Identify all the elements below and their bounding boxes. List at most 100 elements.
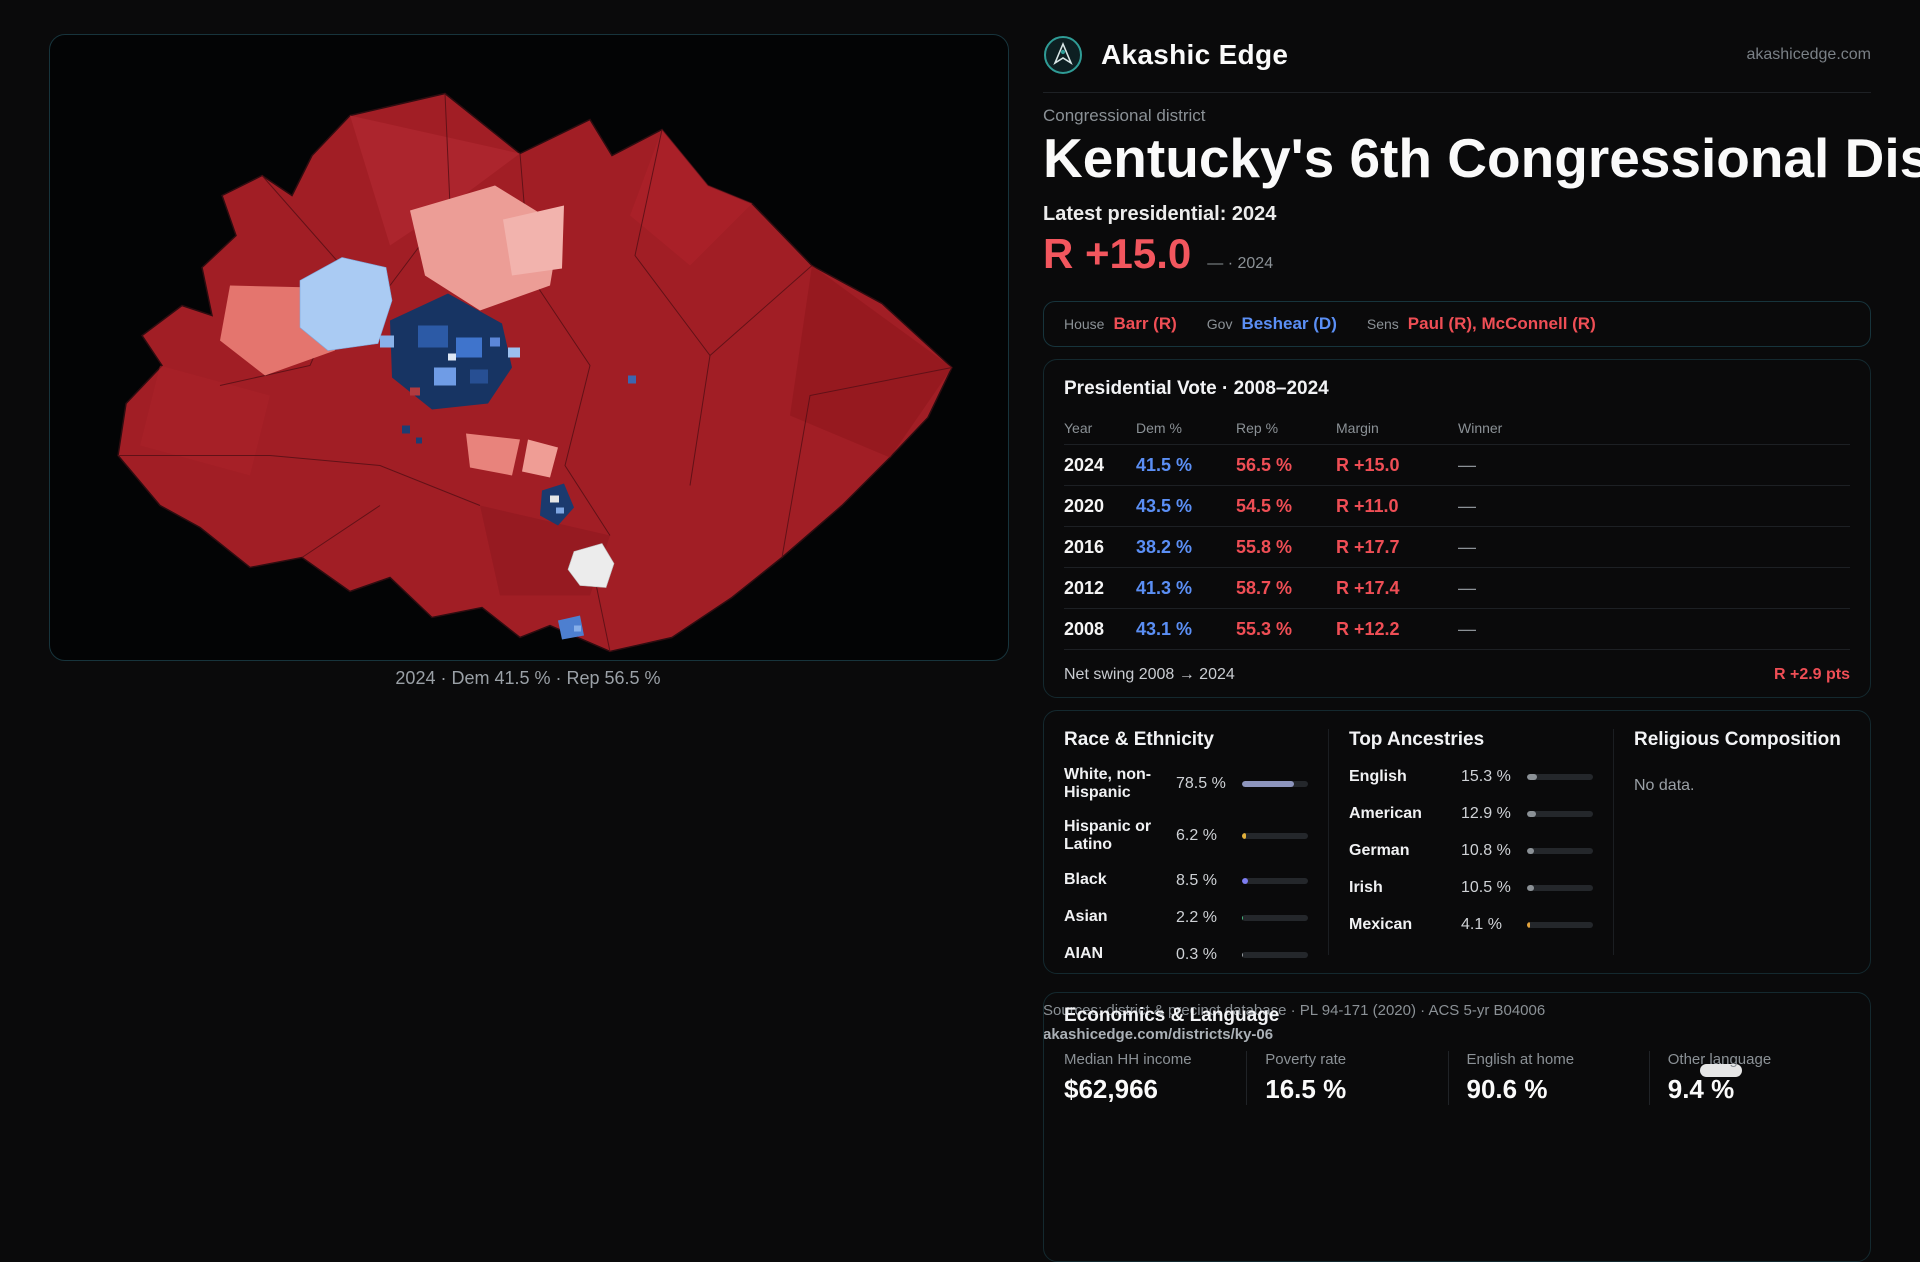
race-ethnicity-section: Race & Ethnicity White, non-Hispanic 78.… xyxy=(1044,729,1328,963)
religion-empty-text: No data. xyxy=(1634,777,1695,794)
economics-stat: English at home 90.6 % xyxy=(1447,1051,1649,1105)
ancestry-mini-bar xyxy=(1527,811,1593,817)
district-url[interactable]: akashicedge.com/districts/ky-06 xyxy=(1043,1026,1274,1043)
cell-dem-pct: 43.5 % xyxy=(1136,495,1193,516)
cell-winner: — xyxy=(1458,618,1476,639)
table-body: 2024 41.5 % 56.5 % R +15.0 — 2020 43.5 %… xyxy=(1064,445,1850,650)
ancestry-label: German xyxy=(1349,841,1410,859)
footer-sources: Sources: district & precinct database · … xyxy=(1043,1002,1545,1043)
ancestries-title: Top Ancestries xyxy=(1349,729,1485,750)
stat-label: Median HH income xyxy=(1064,1051,1192,1068)
net-swing-value: R +2.9 pts xyxy=(1773,666,1850,683)
brand-domain-link[interactable]: akashicedge.com xyxy=(1746,46,1871,63)
stat-value: 90.6 % xyxy=(1466,1074,1548,1104)
race-rows: White, non-Hispanic 78.5 % Hispanic or L… xyxy=(1064,766,1308,966)
table-row: 2016 38.2 % 55.8 % R +17.7 — xyxy=(1064,527,1850,568)
margin-value: R +15.0 xyxy=(1043,230,1192,277)
ancestry-label: American xyxy=(1349,804,1422,822)
presidential-title: Presidential Vote · 2008–2024 xyxy=(1064,378,1329,399)
map-blue-precincts xyxy=(299,257,636,640)
cell-margin: R +12.2 xyxy=(1336,618,1400,639)
economics-stat: Median HH income $62,966 xyxy=(1064,1051,1246,1105)
official-names: Paul (R), McConnell (R) xyxy=(1407,314,1596,333)
net-swing-label: Net swing 2008 → 2024 xyxy=(1064,666,1235,683)
race-label: White, non-Hispanic xyxy=(1064,766,1152,802)
header-divider xyxy=(1043,92,1871,93)
cell-margin: R +15.0 xyxy=(1336,454,1400,475)
race-row: AIAN 0.3 % xyxy=(1064,944,1308,966)
margin-row: R +15.0 — · 2024 xyxy=(1043,230,1273,278)
race-value: 78.5 % xyxy=(1176,775,1226,793)
ancestry-row: English 15.3 % xyxy=(1349,766,1593,788)
sources-line: Sources: district & precinct database · … xyxy=(1043,1002,1546,1019)
race-label: AIAN xyxy=(1064,945,1104,963)
ancestries-section: Top Ancestries English 15.3 % American 1… xyxy=(1328,729,1613,955)
religion-section: Religious Composition No data. xyxy=(1613,729,1870,955)
cell-dem-pct: 41.5 % xyxy=(1136,454,1193,475)
official-chip: Sens Paul (R), McConnell (R) xyxy=(1367,314,1596,334)
stat-label: Poverty rate xyxy=(1265,1051,1347,1068)
official-chip: House Barr (R) xyxy=(1064,314,1177,334)
race-row: Black 8.5 % xyxy=(1064,870,1308,892)
official-names: Barr (R) xyxy=(1113,314,1177,333)
brand-logo-icon xyxy=(1043,35,1083,75)
scrollbar-thumb[interactable] xyxy=(1700,1064,1742,1077)
cell-winner: — xyxy=(1458,495,1476,516)
table-header-cell: Rep % xyxy=(1236,420,1279,436)
race-mini-bar xyxy=(1242,877,1308,884)
race-mini-bar xyxy=(1242,781,1308,788)
cell-dem-pct: 41.3 % xyxy=(1136,577,1193,598)
table-row: 2008 43.1 % 55.3 % R +12.2 — xyxy=(1064,609,1850,650)
cell-year: 2024 xyxy=(1064,454,1105,475)
race-value: 8.5 % xyxy=(1176,871,1217,889)
economics-stat: Other language 9.4 % xyxy=(1648,1051,1850,1105)
race-label: Hispanic or Latino xyxy=(1064,817,1152,854)
economics-panel: Economics & Language Median HH income $6… xyxy=(1043,992,1871,1262)
official-role-label: House xyxy=(1064,316,1105,332)
ancestry-mini-bar xyxy=(1527,848,1593,854)
race-title: Race & Ethnicity xyxy=(1064,729,1214,750)
race-mini-bar xyxy=(1242,951,1308,958)
economics-title: Economics & Language xyxy=(1064,1005,1280,1026)
cell-rep-pct: 55.8 % xyxy=(1236,536,1293,557)
ancestry-label: Mexican xyxy=(1349,915,1413,933)
cell-margin: R +17.4 xyxy=(1336,577,1400,598)
latest-presidential-label: Latest presidential: 2024 xyxy=(1043,203,1277,225)
race-mini-bar xyxy=(1242,833,1308,840)
ancestry-row: American 12.9 % xyxy=(1349,803,1593,825)
race-row: White, non-Hispanic 78.5 % xyxy=(1064,766,1308,803)
table-row: 2020 43.5 % 54.5 % R +11.0 — xyxy=(1064,486,1850,527)
stat-value: 16.5 % xyxy=(1265,1074,1347,1104)
cell-rep-pct: 54.5 % xyxy=(1236,495,1293,516)
cell-rep-pct: 58.7 % xyxy=(1236,577,1293,598)
cell-dem-pct: 38.2 % xyxy=(1136,536,1193,557)
official-role-label: Sens xyxy=(1366,316,1399,332)
race-label: Black xyxy=(1064,871,1107,889)
cell-winner: — xyxy=(1458,577,1476,598)
ancestry-label: English xyxy=(1349,767,1407,785)
district-map xyxy=(117,92,953,653)
stat-label: English at home xyxy=(1466,1051,1575,1068)
margin-note: — · 2024 xyxy=(1207,255,1274,272)
page-title: Kentucky's 6th Congressional District xyxy=(1043,127,1920,189)
stat-value: 9.4 % xyxy=(1667,1074,1735,1104)
ancestry-row: German 10.8 % xyxy=(1349,840,1593,862)
demographics-panel: Race & Ethnicity White, non-Hispanic 78.… xyxy=(1043,710,1871,974)
officials-bar: House Barr (R) Gov Beshear (D) Sens Paul… xyxy=(1043,301,1871,347)
cell-rep-pct: 55.3 % xyxy=(1236,618,1293,639)
table-header-cell: Dem % xyxy=(1136,420,1182,436)
page: { "colors": { "rep": "#ef4e55", "dem": "… xyxy=(49,34,1920,1262)
table-row: 2024 41.5 % 56.5 % R +15.0 — xyxy=(1064,445,1850,486)
ancestry-mini-bar xyxy=(1527,885,1593,891)
cell-year: 2020 xyxy=(1064,495,1105,516)
race-label: Asian xyxy=(1064,908,1108,926)
district-map-panel xyxy=(49,34,1009,661)
map-red-precincts xyxy=(117,92,953,653)
race-value: 6.2 % xyxy=(1176,827,1217,845)
cell-dem-pct: 43.1 % xyxy=(1136,618,1193,639)
table-row: 2012 41.3 % 58.7 % R +17.4 — xyxy=(1064,568,1850,609)
ancestry-row: Irish 10.5 % xyxy=(1349,877,1593,899)
ancestry-value: 10.8 % xyxy=(1461,842,1511,859)
cell-margin: R +17.7 xyxy=(1336,536,1400,557)
religion-title: Religious Composition xyxy=(1634,729,1841,750)
